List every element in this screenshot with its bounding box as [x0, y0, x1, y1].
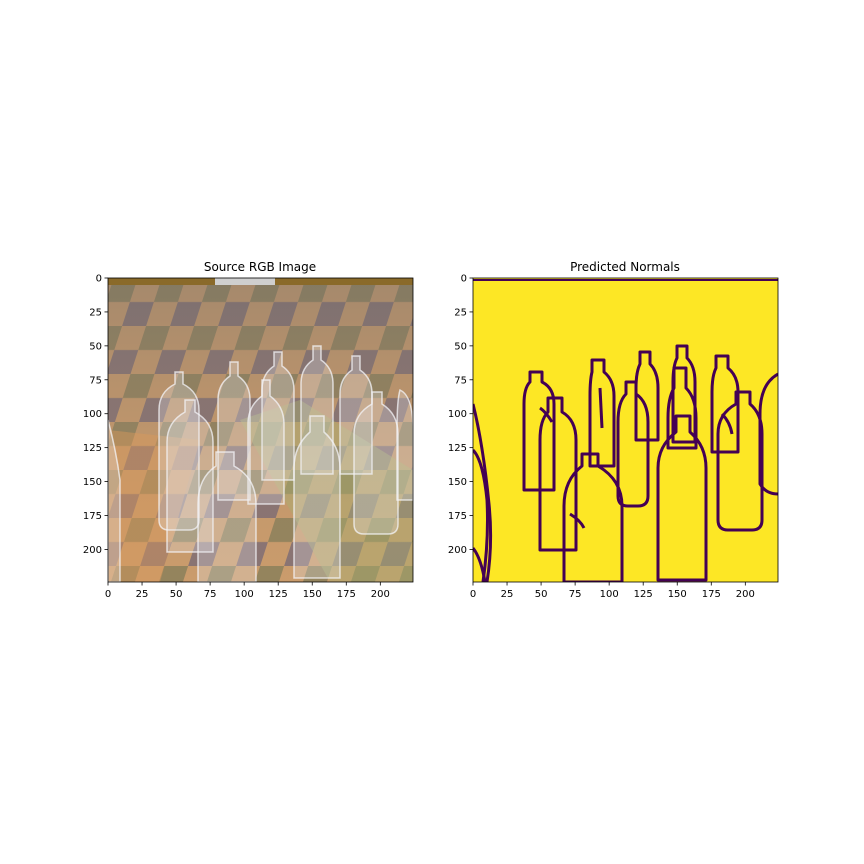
x-axis: 0 25 50 75 100 125 150 175 200 [105, 582, 390, 600]
x-tick-label: 0 [470, 589, 476, 600]
y-tick-label: 150 [83, 477, 102, 488]
x-tick-label: 75 [569, 589, 582, 600]
axes-frame [107, 277, 414, 583]
x-tick-label: 150 [303, 589, 322, 600]
source-rgb-image [108, 278, 413, 582]
y-tick-label: 100 [448, 409, 467, 420]
y-tick-label: 25 [89, 307, 102, 318]
x-tick-label: 25 [136, 589, 149, 600]
y-tick-label: 175 [83, 511, 102, 522]
y-tick-label: 200 [448, 545, 467, 556]
x-tick-label: 50 [535, 589, 548, 600]
y-tick-label: 75 [89, 375, 102, 386]
x-tick-label: 200 [371, 589, 390, 600]
y-tick-label: 75 [454, 375, 467, 386]
x-tick-label: 0 [105, 589, 111, 600]
y-tick-label: 0 [96, 274, 102, 285]
y-tick-label: 175 [448, 511, 467, 522]
x-tick-label: 75 [204, 589, 217, 600]
x-tick-label: 150 [668, 589, 687, 600]
y-tick-label: 25 [454, 307, 467, 318]
x-tick-label: 125 [269, 589, 288, 600]
x-tick-label: 100 [235, 589, 254, 600]
y-axis: 0 25 50 75 100 125 150 175 200 [83, 274, 108, 556]
y-tick-label: 50 [89, 341, 102, 352]
x-tick-label: 200 [736, 589, 755, 600]
predicted-normals-panel: Predicted Normals [448, 260, 779, 600]
y-tick-label: 150 [448, 477, 467, 488]
y-tick-label: 200 [83, 545, 102, 556]
x-tick-label: 50 [170, 589, 183, 600]
panel-title: Predicted Normals [570, 260, 680, 274]
predicted-normals-mask [473, 278, 778, 582]
y-tick-label: 125 [448, 443, 467, 454]
x-tick-label: 175 [702, 589, 721, 600]
x-tick-label: 100 [600, 589, 619, 600]
x-tick-label: 25 [501, 589, 514, 600]
x-tick-label: 125 [634, 589, 653, 600]
y-tick-label: 0 [461, 274, 467, 285]
source-image-panel: Source RGB Image [83, 260, 414, 600]
y-tick-label: 125 [83, 443, 102, 454]
x-axis: 0 25 50 75 100 125 150 175 200 [470, 582, 755, 600]
y-tick-label: 100 [83, 409, 102, 420]
axes-frame [472, 277, 779, 583]
panel-title: Source RGB Image [204, 260, 316, 274]
y-tick-label: 50 [454, 341, 467, 352]
x-tick-label: 175 [337, 589, 356, 600]
y-axis: 0 25 50 75 100 125 150 175 200 [448, 274, 473, 556]
